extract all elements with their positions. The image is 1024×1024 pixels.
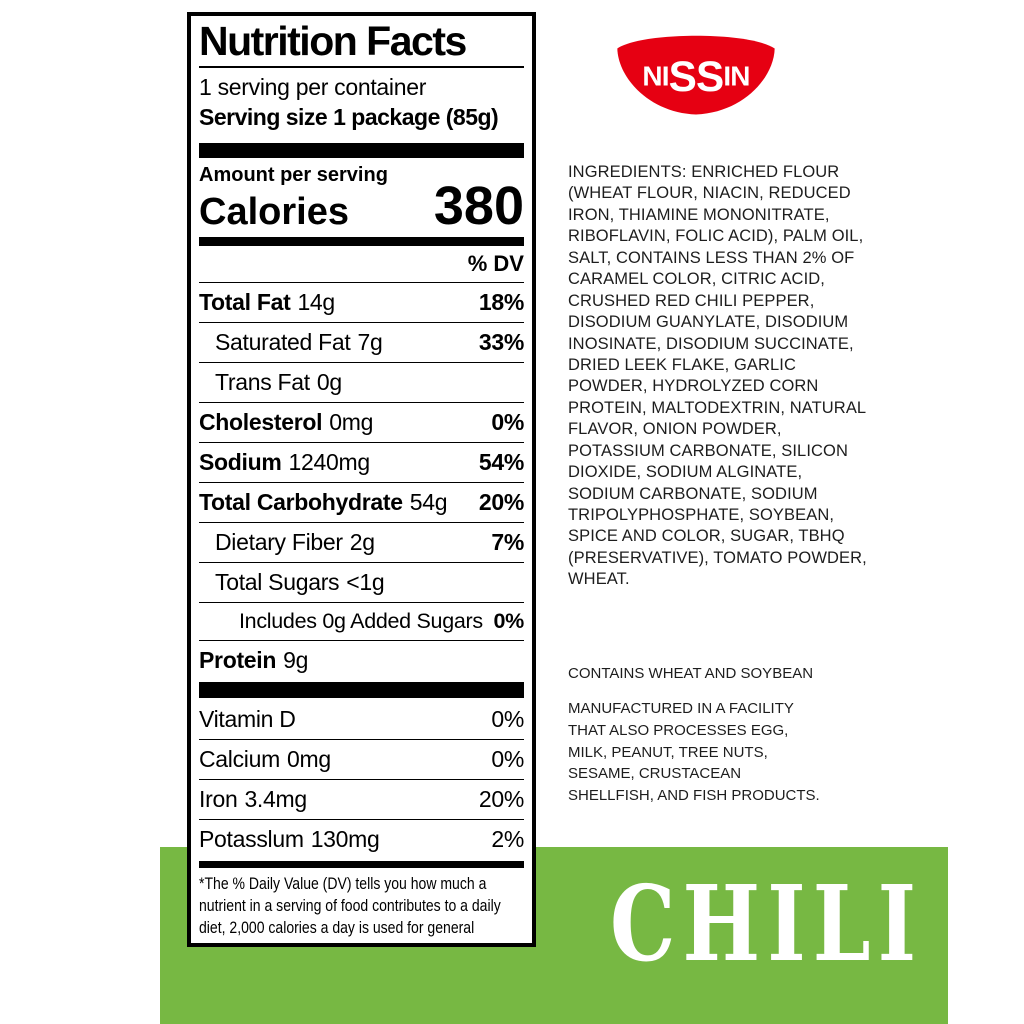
nissin-logo: NISSIN <box>611 29 781 117</box>
nutrient-amount: 130mg <box>310 826 380 853</box>
nutrient-name: Protein <box>199 647 277 674</box>
nutrient-dv: 0% <box>491 746 524 773</box>
nutrient-name: Calcium <box>199 746 280 773</box>
nutrient-amount: 7g <box>357 329 383 356</box>
nutrient-dv: 20% <box>478 489 524 516</box>
allergen-facility-text: MANUFACTURED IN A FACILITY THAT ALSO PRO… <box>568 700 820 804</box>
daily-value-header: % DV <box>199 246 524 284</box>
row-total-sugars: Total Sugars <1g <box>199 562 524 602</box>
vitamin-rows: Vitamin D 0% Calcium 0mg 0% Iron 3.4mg 2… <box>199 700 524 859</box>
nutrient-amount: 2g <box>349 529 375 556</box>
nutrient-name: Potasslum <box>199 826 304 853</box>
logo-text-in: IN <box>723 61 749 92</box>
nutrient-amount: 0mg <box>286 746 331 773</box>
nutrient-dv: 20% <box>478 786 524 813</box>
row-total-fat: Total Fat 14g 18% <box>199 283 524 322</box>
nutrient-amount: 1240mg <box>288 449 371 476</box>
svg-text:NISSIN: NISSIN <box>642 53 749 100</box>
nutrient-name: Iron <box>199 786 238 813</box>
nutrient-name: Trans Fat <box>215 369 310 396</box>
nutrient-name: Saturated Fat <box>215 329 351 356</box>
nutrient-dv: 0% <box>493 609 525 634</box>
row-sodium: Sodium 1240mg 54% <box>199 442 524 482</box>
nutrient-name: Dietary Fiber <box>215 529 343 556</box>
nutrient-amount: 0mg <box>329 409 374 436</box>
row-vitamin-d: Vitamin D 0% <box>199 700 524 739</box>
nutrition-facts-panel: Nutrition Facts 1 serving per container … <box>187 12 536 947</box>
nutrient-amount: 3.4mg <box>244 786 307 813</box>
row-cholesterol: Cholesterol 0mg 0% <box>199 402 524 442</box>
logo-text-ss: SS <box>669 53 724 100</box>
nutrient-dv: 0% <box>491 409 524 436</box>
servings-per-container: 1 serving per container <box>199 74 427 101</box>
divider-medium <box>199 861 524 869</box>
nutrient-name: Total Fat <box>199 289 291 316</box>
nutrient-amount: 54g <box>409 489 448 516</box>
divider-thick <box>199 143 524 159</box>
divider-thick <box>199 682 524 699</box>
amount-per-serving-label: Amount per serving <box>199 164 388 187</box>
row-total-carbohydrate: Total Carbohydrate 54g 20% <box>199 482 524 522</box>
row-protein: Protein 9g <box>199 640 524 680</box>
row-calcium: Calcium 0mg 0% <box>199 739 524 779</box>
nutrient-amount: 0g <box>316 369 342 396</box>
nutrient-name: Total Carbohydrate <box>199 489 403 516</box>
logo-text-ni: NI <box>642 61 668 92</box>
calories-value: 380 <box>433 176 524 237</box>
nutrient-name: Includes 0g Added Sugars <box>239 609 483 634</box>
row-added-sugars: Includes 0g Added Sugars 0% <box>199 602 524 640</box>
nutrient-dv: 18% <box>478 289 524 316</box>
nutrient-amount: 9g <box>283 647 309 674</box>
nutrient-dv: 33% <box>478 329 524 356</box>
nutrition-facts-title: Nutrition Facts <box>199 19 524 69</box>
nutrient-dv: 54% <box>478 449 524 476</box>
row-potassium: Potasslum 130mg 2% <box>199 819 524 859</box>
serving-size: Serving size 1 package (85g) <box>199 103 499 130</box>
nutrient-amount: <1g <box>346 569 385 596</box>
nutrient-name: Sodium <box>199 449 282 476</box>
nutrient-dv: 0% <box>491 706 524 733</box>
nutrient-name: Cholesterol <box>199 409 323 436</box>
flavor-name-text: CHILI <box>610 862 924 985</box>
nutrient-name: Vitamin D <box>199 706 296 733</box>
allergen-contains-text: CONTAINS WHEAT AND SOYBEAN <box>568 665 814 682</box>
calories-label: Calories <box>199 191 349 234</box>
nutrient-amount: 14g <box>297 289 335 316</box>
ingredients-text: INGREDIENTS: ENRICHED FLOUR (WHEAT FLOUR… <box>568 163 867 589</box>
nutrient-rows: Total Fat 14g 18% Saturated Fat 7g 33% T… <box>199 283 524 680</box>
nutrient-dv: 7% <box>491 529 524 556</box>
nutrient-name: Total Sugars <box>215 569 340 596</box>
nissin-bowl-icon: NISSIN <box>617 35 775 115</box>
calories-row: Calories 380 <box>199 176 524 237</box>
row-iron: Iron 3.4mg 20% <box>199 779 524 819</box>
row-dietary-fiber: Dietary Fiber 2g 7% <box>199 522 524 562</box>
row-saturated-fat: Saturated Fat 7g 33% <box>199 322 524 362</box>
nutrient-dv: 2% <box>491 826 524 853</box>
daily-value-footnote: *The % Daily Value (DV) tells you how mu… <box>199 875 501 943</box>
row-trans-fat: Trans Fat 0g <box>199 362 524 402</box>
divider-medium <box>199 237 524 247</box>
